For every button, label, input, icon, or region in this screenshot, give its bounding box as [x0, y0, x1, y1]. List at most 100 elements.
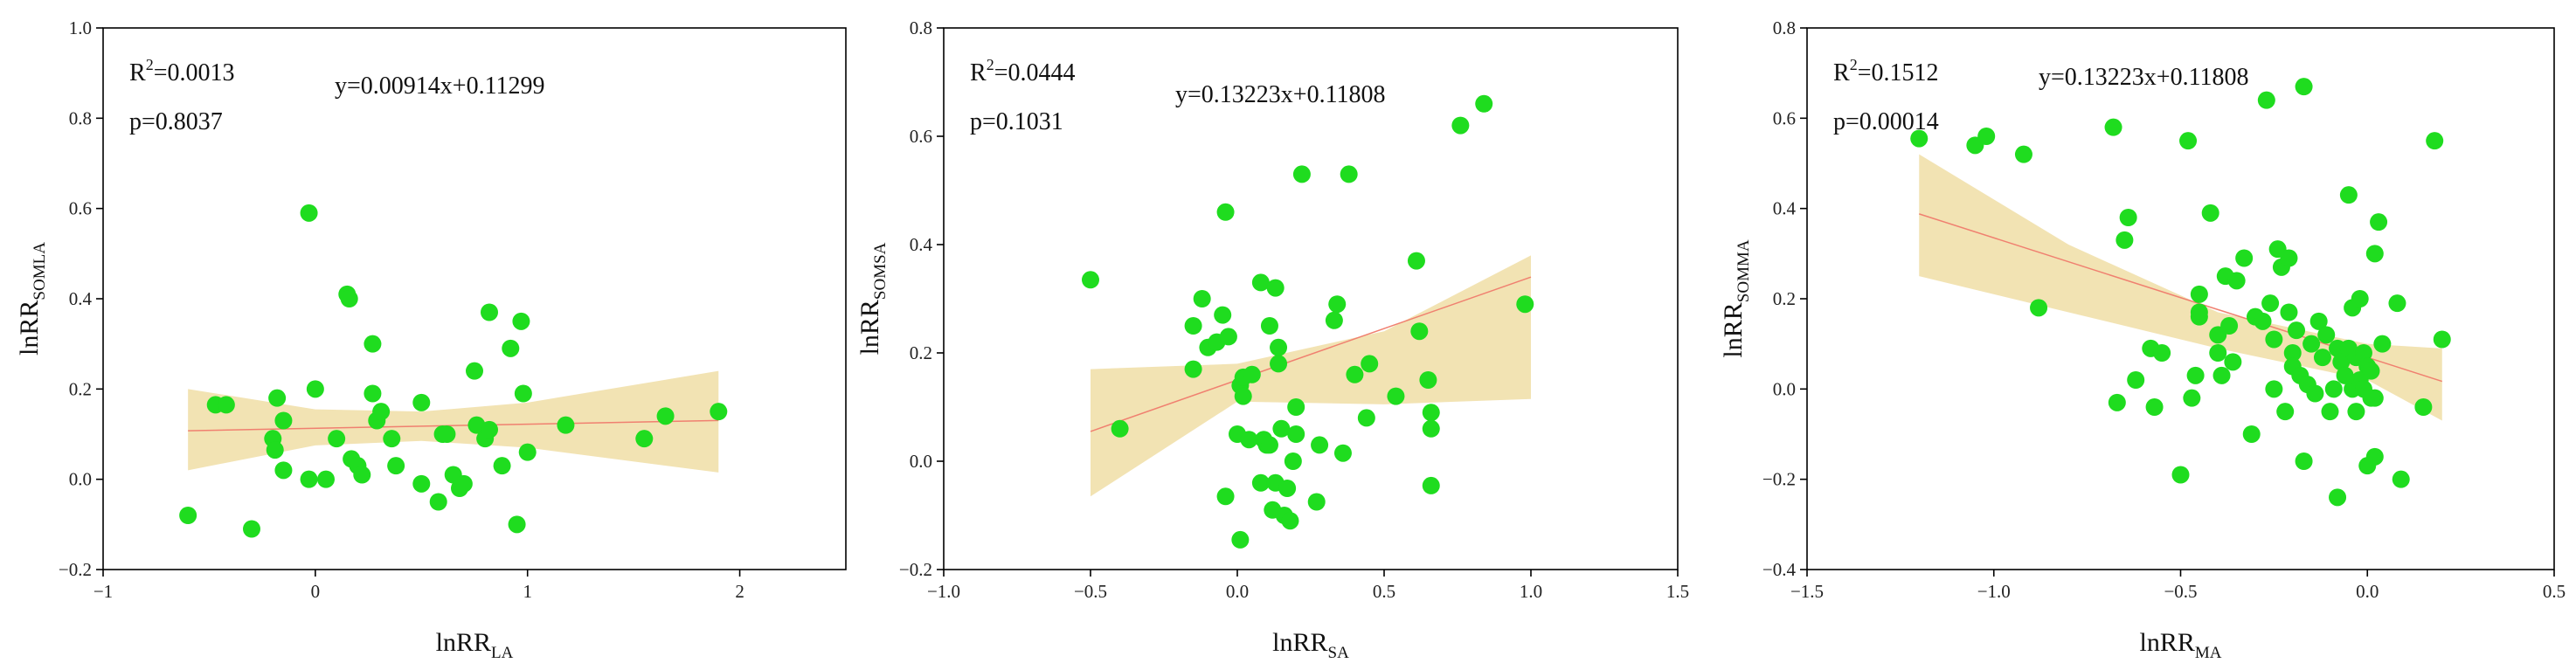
y-tick-label: 0.8 — [1773, 17, 1796, 38]
data-point — [2127, 371, 2145, 389]
data-point — [1410, 322, 1429, 341]
data-point — [1216, 203, 1235, 221]
data-point — [2362, 389, 2380, 407]
regression-equation: y=0.13223x+0.11808 — [1175, 81, 1386, 108]
data-point — [1270, 355, 1288, 373]
y-tick-label: 0.0 — [1773, 378, 1796, 399]
data-point — [1266, 279, 1285, 297]
data-point — [2265, 380, 2283, 398]
y-tick-label: −0.2 — [899, 559, 932, 580]
data-point — [2365, 447, 2384, 466]
data-point — [2306, 384, 2324, 403]
x-tick-label: 1 — [523, 581, 532, 602]
data-point — [518, 443, 537, 461]
data-point — [1251, 273, 1270, 292]
x-tick-label: 0 — [311, 581, 321, 602]
data-point — [1328, 295, 1347, 314]
x-tick-label: −1 — [93, 581, 113, 602]
data-point — [2302, 335, 2321, 353]
data-point — [268, 389, 287, 407]
x-tick-label: 0.0 — [1226, 581, 1249, 602]
r-squared-label: R2=0.0444 — [970, 56, 1075, 86]
data-point — [1422, 419, 1440, 438]
x-tick-label: −1.0 — [1977, 581, 2011, 602]
y-tick-label: 0.6 — [910, 126, 932, 147]
data-point — [328, 430, 346, 448]
y-tick-label: 0.2 — [1773, 288, 1796, 309]
data-point — [2370, 213, 2388, 231]
data-point — [1333, 444, 1352, 462]
p-value-label: p=0.00014 — [1833, 108, 1939, 135]
data-point — [2388, 294, 2406, 313]
data-point — [317, 470, 335, 488]
confidence-band — [188, 370, 719, 473]
data-point — [1346, 365, 1364, 383]
data-point — [635, 430, 654, 448]
data-point — [2288, 321, 2306, 340]
data-point — [2354, 344, 2372, 362]
y-tick-label: 0.0 — [910, 451, 932, 472]
r-squared-label: R2=0.1512 — [1833, 56, 1938, 86]
r-squared-label: R2=0.0013 — [129, 56, 234, 86]
data-point — [2261, 294, 2280, 313]
data-point — [364, 384, 382, 403]
y-tick-label: 0.6 — [69, 198, 92, 219]
data-point — [1292, 165, 1311, 183]
data-point — [274, 461, 293, 480]
data-point — [481, 420, 498, 439]
p-value-label: p=0.1031 — [970, 108, 1063, 135]
confidence-band — [1091, 255, 1531, 497]
data-point — [481, 303, 498, 321]
x-tick-label: −1.5 — [1790, 581, 1824, 602]
data-point — [1111, 419, 1129, 438]
data-point — [412, 474, 431, 493]
data-point — [1231, 530, 1250, 549]
data-point — [2324, 380, 2343, 398]
data-point — [2235, 249, 2254, 267]
data-point — [217, 396, 235, 414]
data-point — [1184, 317, 1202, 335]
data-point — [2227, 272, 2246, 290]
y-tick-label: 0.8 — [69, 107, 92, 128]
data-point — [2212, 366, 2231, 384]
data-point — [306, 380, 324, 398]
data-point — [2309, 312, 2328, 330]
data-point — [179, 507, 197, 524]
data-point — [2171, 466, 2190, 484]
y-tick-label: −0.4 — [1762, 559, 1797, 580]
data-point — [2186, 366, 2205, 384]
data-point — [1193, 290, 1211, 307]
y-tick-label: −0.2 — [59, 559, 92, 580]
data-point — [364, 335, 382, 353]
data-point — [1184, 360, 1202, 378]
data-point — [1219, 328, 1237, 346]
data-point — [2317, 326, 2336, 344]
y-tick-label: 1.0 — [69, 17, 92, 38]
scatter-panel-la: −1 0 1 2 −0.2 0.0 0.2 0.4 0.6 0.8 1.0 lnRRLA lnRRSOM… — [15, 17, 847, 662]
data-point — [266, 441, 284, 459]
data-point — [2321, 403, 2339, 421]
data-point — [1361, 355, 1379, 373]
x-tick-label: 2 — [735, 581, 744, 602]
data-point — [557, 416, 575, 434]
y-tick-label: 0.6 — [1773, 107, 1796, 128]
data-point — [1251, 473, 1270, 492]
y-tick-label: 0.4 — [1773, 198, 1797, 219]
x-tick-label: −0.5 — [1074, 581, 1107, 602]
y-tick-label: 0.4 — [910, 234, 933, 255]
data-point — [2209, 344, 2227, 362]
data-point — [1287, 425, 1305, 443]
x-tick-label: 0.5 — [1373, 581, 1395, 602]
data-point — [1311, 436, 1329, 454]
data-point — [466, 362, 483, 380]
data-point — [1516, 295, 1534, 314]
data-point — [438, 425, 456, 443]
data-point — [1216, 487, 1235, 506]
data-point — [2280, 303, 2298, 321]
data-point — [2339, 186, 2358, 204]
y-axis-label: lnRRSOMLA — [15, 242, 49, 356]
y-axis-label: lnRRSOMSA — [855, 242, 890, 355]
data-point — [1281, 512, 1299, 530]
data-point — [2254, 312, 2272, 330]
data-point — [2433, 330, 2451, 349]
